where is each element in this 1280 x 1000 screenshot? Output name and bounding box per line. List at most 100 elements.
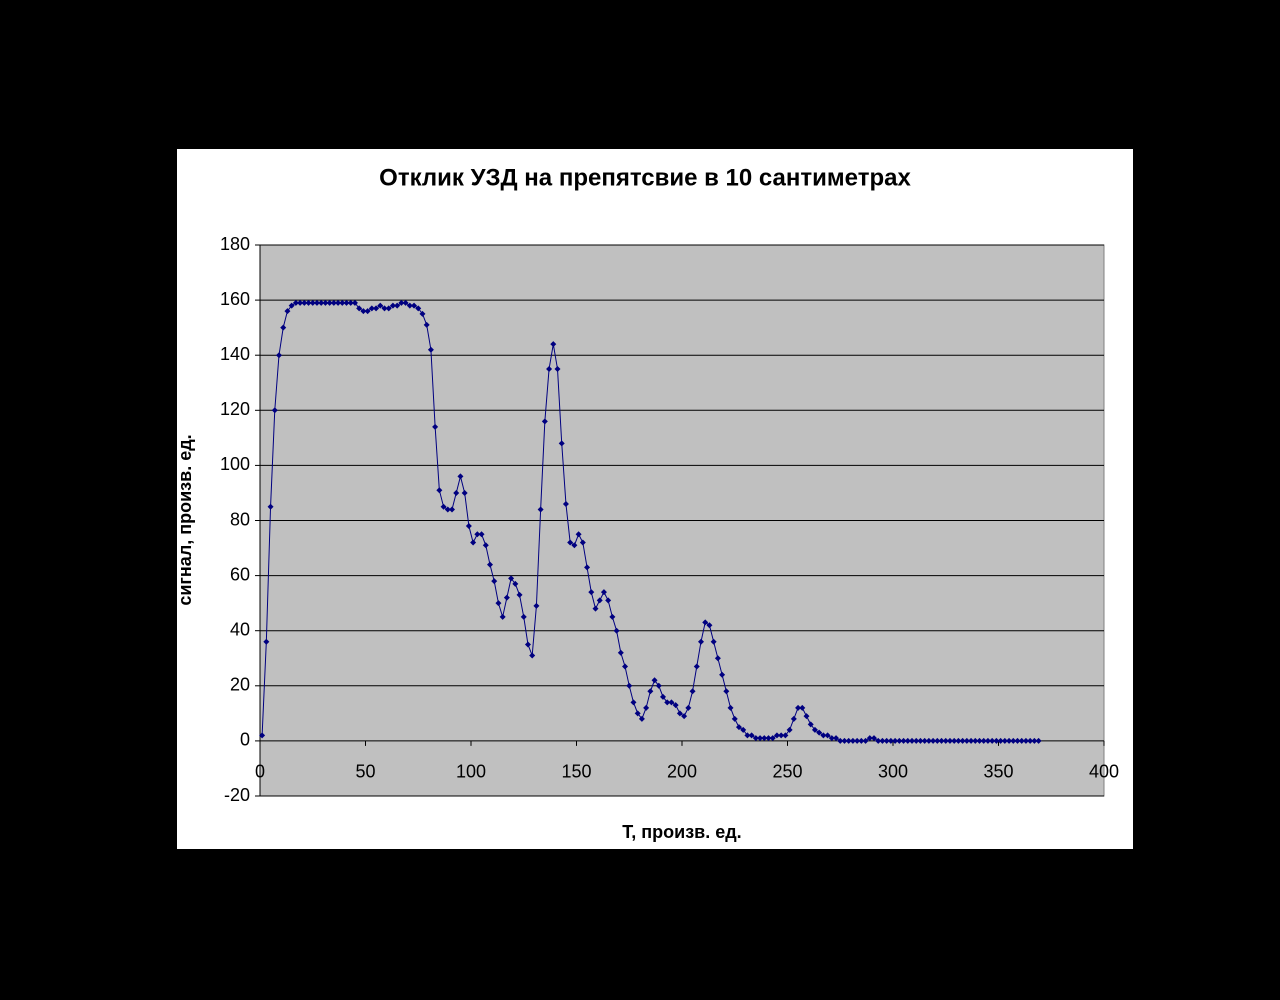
data-point — [389, 302, 396, 309]
data-point — [588, 589, 595, 596]
data-point — [790, 715, 797, 722]
data-point — [773, 732, 780, 739]
data-point — [330, 299, 337, 306]
data-point — [470, 539, 477, 546]
y-tick-label: 160 — [220, 289, 250, 309]
data-point — [364, 308, 371, 315]
data-point — [394, 302, 401, 309]
data-point — [908, 737, 915, 744]
y-tick-label: 100 — [220, 454, 250, 474]
data-point — [1018, 737, 1025, 744]
data-point — [735, 724, 742, 731]
data-point — [318, 299, 325, 306]
y-tick-label: 0 — [240, 730, 250, 750]
data-point — [562, 500, 569, 507]
data-point — [710, 638, 717, 645]
data-point — [702, 619, 709, 626]
data-point — [816, 729, 823, 736]
x-tick-label: 50 — [355, 762, 375, 782]
data-point — [259, 732, 266, 739]
data-point — [887, 737, 894, 744]
data-point — [263, 638, 270, 645]
data-point — [605, 597, 612, 604]
y-tick-label: 140 — [220, 344, 250, 364]
data-point — [681, 713, 688, 720]
data-point — [862, 737, 869, 744]
data-point — [339, 299, 346, 306]
data-point — [811, 726, 818, 733]
data-point — [1001, 737, 1008, 744]
data-point — [1006, 737, 1013, 744]
data-point — [672, 702, 679, 709]
data-point — [558, 440, 565, 447]
data-point — [465, 523, 472, 530]
data-point — [360, 308, 367, 315]
data-point — [938, 737, 945, 744]
data-point — [778, 732, 785, 739]
data-point — [508, 575, 515, 582]
data-point — [305, 299, 312, 306]
data-point — [313, 299, 320, 306]
data-point — [351, 299, 358, 306]
data-point — [655, 682, 662, 689]
data-point — [638, 715, 645, 722]
data-point — [757, 735, 764, 742]
data-point — [520, 613, 527, 620]
data-point — [841, 737, 848, 744]
data-point — [976, 737, 983, 744]
data-point — [600, 589, 607, 596]
data-point — [406, 302, 413, 309]
data-point — [326, 299, 333, 306]
y-tick-label: 40 — [230, 619, 250, 639]
x-tick-label: 300 — [878, 762, 908, 782]
y-axis-label: сигнал, произв. ед. — [175, 434, 195, 605]
data-point — [824, 732, 831, 739]
data-point — [946, 737, 953, 744]
data-point — [934, 737, 941, 744]
data-point — [723, 688, 730, 695]
data-point — [731, 715, 738, 722]
data-point — [752, 735, 759, 742]
data-point — [980, 737, 987, 744]
data-point — [449, 506, 456, 513]
data-point — [676, 710, 683, 717]
data-point — [609, 613, 616, 620]
data-point — [288, 302, 295, 309]
data-point — [930, 737, 937, 744]
data-point — [634, 710, 641, 717]
data-point — [373, 305, 380, 312]
data-point — [537, 506, 544, 513]
data-point — [697, 638, 704, 645]
data-point — [748, 732, 755, 739]
data-point — [1014, 737, 1021, 744]
data-point — [875, 737, 882, 744]
data-point — [900, 737, 907, 744]
data-point — [643, 704, 650, 711]
data-point — [993, 737, 1000, 744]
y-tick-label: -20 — [224, 785, 250, 805]
data-point — [849, 737, 856, 744]
data-point — [533, 602, 540, 609]
data-point — [301, 299, 308, 306]
data-point — [478, 531, 485, 538]
data-point — [461, 489, 468, 496]
x-tick-label: 350 — [983, 762, 1013, 782]
data-point — [444, 506, 451, 513]
data-point — [440, 503, 447, 510]
data-point — [575, 531, 582, 538]
data-point — [833, 735, 840, 742]
data-point — [689, 688, 696, 695]
x-axis-label: T, произв. ед. — [622, 822, 741, 842]
data-point — [524, 641, 531, 648]
data-point — [554, 365, 561, 372]
data-point — [617, 649, 624, 656]
data-point — [685, 704, 692, 711]
data-point — [845, 737, 852, 744]
data-point — [693, 663, 700, 670]
data-point — [972, 737, 979, 744]
data-point — [871, 735, 878, 742]
data-point — [491, 578, 498, 585]
data-point — [714, 655, 721, 662]
data-point — [292, 299, 299, 306]
data-point — [622, 663, 629, 670]
